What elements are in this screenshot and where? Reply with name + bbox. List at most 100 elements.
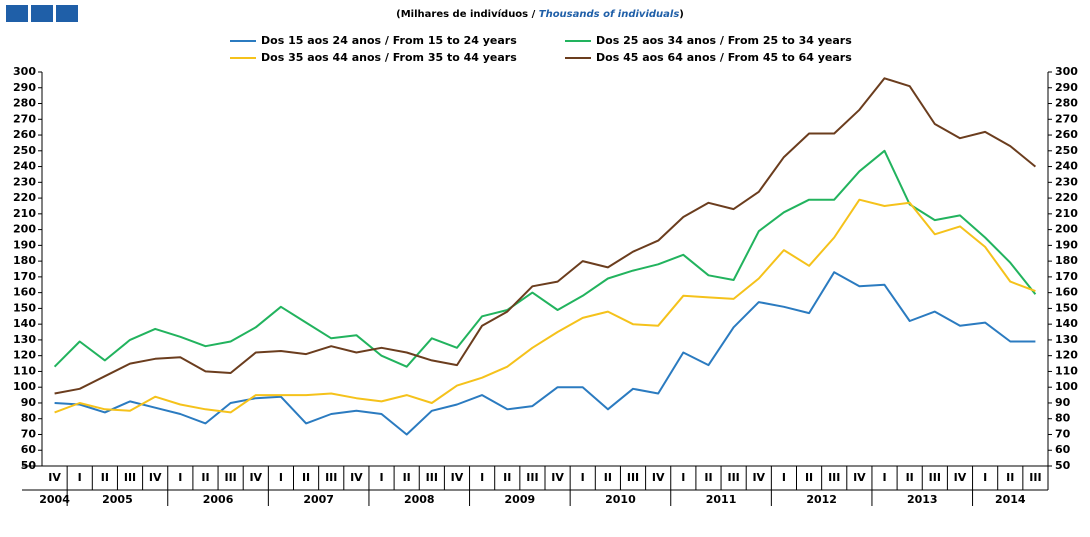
y-tick-label: 130 [13, 333, 36, 346]
x-tick-label: II [604, 471, 612, 484]
x-tick-label: I [279, 471, 283, 484]
y-tick-label: 220 [13, 191, 36, 204]
x-tick-label: II [302, 471, 310, 484]
y2-tick-label: 300 [1055, 65, 1078, 78]
x-tick-label: III [828, 471, 840, 484]
x-tick-label: I [480, 471, 484, 484]
y2-tick-label: 80 [1055, 412, 1071, 425]
x-tick-label: III [224, 471, 236, 484]
x-year-label: 2008 [404, 493, 435, 506]
x-tick-label: I [681, 471, 685, 484]
x-year-label: 2009 [505, 493, 536, 506]
x-tick-label: II [403, 471, 411, 484]
x-year-label: 2012 [806, 493, 837, 506]
x-year-label: 2011 [706, 493, 737, 506]
x-tick-label: IV [350, 471, 363, 484]
x-tick-label: III [325, 471, 337, 484]
y2-tick-label: 110 [1055, 364, 1078, 377]
y-tick-label: 290 [13, 81, 36, 94]
x-tick-label: I [379, 471, 383, 484]
x-tick-label: I [882, 471, 886, 484]
x-year-label: 2013 [907, 493, 938, 506]
x-year-label: 2007 [303, 493, 334, 506]
y2-tick-label: 140 [1055, 317, 1078, 330]
series-line [54, 198, 1036, 414]
y2-tick-label: 160 [1055, 286, 1078, 299]
x-tick-label: I [983, 471, 987, 484]
y-tick-label: 60 [21, 443, 37, 456]
legend-label: Dos 25 aos 34 anos / From 25 to 34 years [596, 34, 852, 47]
y2-tick-label: 130 [1055, 333, 1078, 346]
y-tick-label: 140 [13, 317, 36, 330]
y2-tick-label: 100 [1055, 380, 1078, 393]
x-tick-label: II [503, 471, 511, 484]
x-year-label: 2006 [203, 493, 234, 506]
subtitle-pt: (Milhares de indivíduos / [396, 8, 539, 20]
x-tick-label: III [727, 471, 739, 484]
x-tick-label: III [1029, 471, 1041, 484]
y2-tick-label: 240 [1055, 160, 1078, 173]
y-tick-label: 170 [13, 270, 36, 283]
y-tick-label: 100 [13, 380, 36, 393]
x-tick-label: IV [249, 471, 262, 484]
y2-tick-label: 170 [1055, 270, 1078, 283]
x-year-label: 2010 [605, 493, 636, 506]
subtitle-close: ) [679, 9, 684, 20]
y2-tick-label: 290 [1055, 81, 1078, 94]
x-tick-label: I [782, 471, 786, 484]
x-tick-label: I [78, 471, 82, 484]
y2-tick-label: 70 [1055, 427, 1071, 440]
y2-tick-label: 230 [1055, 175, 1078, 188]
x-tick-label: III [526, 471, 538, 484]
series-line [54, 77, 1037, 395]
y-tick-label: 250 [13, 144, 36, 157]
y-tick-label: 210 [13, 207, 36, 220]
x-year-label: 2004 [39, 493, 70, 506]
y-tick-label: 200 [13, 223, 36, 236]
x-tick-label: IV [551, 471, 564, 484]
y-tick-label: 180 [13, 254, 36, 267]
x-tick-label: I [178, 471, 182, 484]
y2-tick-label: 270 [1055, 112, 1078, 125]
y2-tick-label: 250 [1055, 144, 1078, 157]
x-tick-label: IV [853, 471, 866, 484]
subtitle-en: Thousands of individuals [539, 9, 680, 20]
x-year-label: 2005 [102, 493, 133, 506]
x-tick-label: III [426, 471, 438, 484]
y-tick-label: 240 [13, 160, 36, 173]
y2-tick-label: 150 [1055, 301, 1078, 314]
y2-tick-label: 280 [1055, 97, 1078, 110]
x-tick-label: III [929, 471, 941, 484]
y2-tick-label: 60 [1055, 443, 1071, 456]
x-tick-label: I [581, 471, 585, 484]
series-line [53, 149, 1037, 368]
x-tick-label: IV [451, 471, 464, 484]
x-tick-label: IV [954, 471, 967, 484]
x-tick-label: III [124, 471, 136, 484]
series-line [54, 271, 1036, 436]
y-tick-label: 300 [13, 65, 36, 78]
x-tick-label: II [1006, 471, 1014, 484]
x-tick-label: IV [752, 471, 765, 484]
y2-tick-label: 200 [1055, 223, 1078, 236]
logo-block [6, 5, 28, 22]
y-tick-label: 70 [21, 427, 37, 440]
y-tick-label: 280 [13, 97, 36, 110]
y2-tick-label: 90 [1055, 396, 1071, 409]
y2-tick-label: 220 [1055, 191, 1078, 204]
x-tick-label: II [704, 471, 712, 484]
x-tick-label: IV [48, 471, 61, 484]
legend-label: Dos 45 aos 64 anos / From 45 to 64 years [596, 51, 852, 64]
legend-label: Dos 15 aos 24 anos / From 15 to 24 years [261, 34, 517, 47]
x-tick-label: II [201, 471, 209, 484]
y-tick-label: 160 [13, 286, 36, 299]
chart-subtitle: (Milhares de indivíduos / Thousands of i… [396, 8, 684, 20]
y-tick-label: 150 [13, 301, 36, 314]
logo-block [56, 5, 78, 22]
y-tick-label: 110 [13, 364, 36, 377]
legend-label: Dos 35 aos 44 anos / From 35 to 44 years [261, 51, 517, 64]
x-tick-label: II [906, 471, 914, 484]
y2-tick-label: 180 [1055, 254, 1078, 267]
x-tick-label: IV [149, 471, 162, 484]
y-tick-label: 230 [13, 175, 36, 188]
